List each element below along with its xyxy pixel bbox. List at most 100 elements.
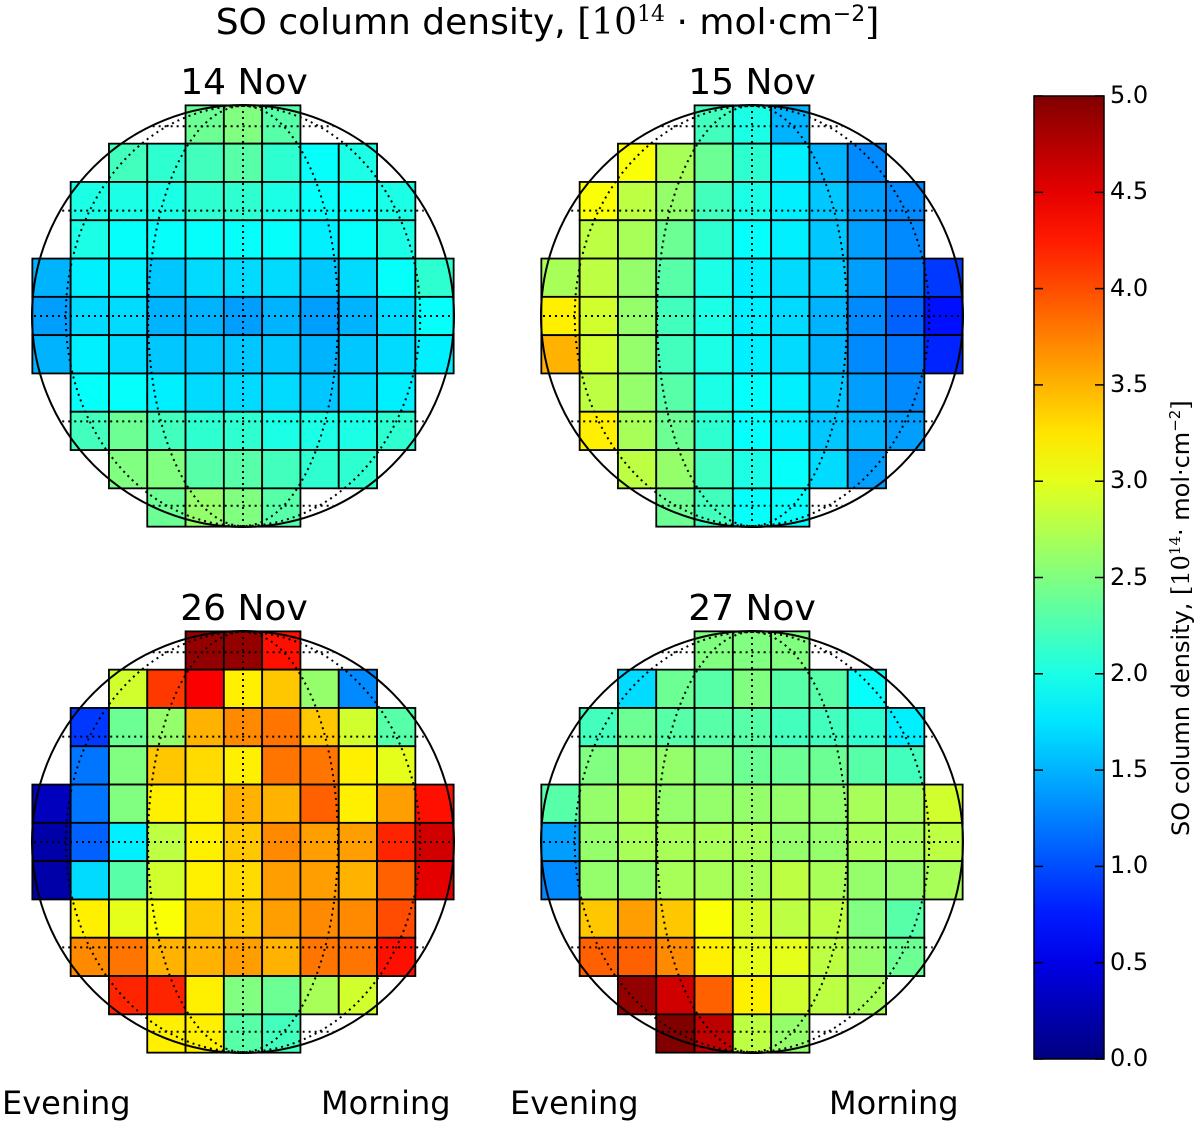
heatmap-cell <box>808 975 849 1016</box>
heatmap-cell <box>770 219 811 260</box>
heatmap-cell <box>885 219 926 260</box>
heatmap-cell <box>376 860 417 901</box>
heatmap-cell <box>617 821 658 863</box>
heatmap-cell <box>69 745 110 786</box>
heatmap-cell <box>617 668 658 709</box>
heatmap-cell <box>808 142 849 183</box>
heatmap-cell <box>578 783 619 824</box>
figure-title-units: [1014 <box>577 2 665 43</box>
heatmap-cell <box>846 707 887 748</box>
heatmap-cell <box>108 257 149 298</box>
heatmap-cell <box>617 860 658 901</box>
heatmap-cell <box>578 372 619 413</box>
heatmap-cell <box>261 181 302 222</box>
heatmap-cell <box>261 860 302 901</box>
colorbar-tick-label: 4.5 <box>1110 177 1149 206</box>
heatmap-cell <box>337 936 378 977</box>
heatmap-cell <box>885 783 926 824</box>
heatmap-cell <box>693 898 734 939</box>
heatmap-cell <box>846 860 887 901</box>
heatmap-cell <box>693 668 734 709</box>
heatmap-cell <box>693 334 734 375</box>
heatmap-cell <box>808 821 849 863</box>
heatmap-cell <box>770 898 811 939</box>
heatmap-cell <box>108 181 149 222</box>
heatmap-cell <box>617 219 658 260</box>
heatmap-cell <box>146 668 187 709</box>
units-open: [10 <box>577 2 638 43</box>
heatmap-cell <box>846 745 887 786</box>
heatmap-cell <box>617 410 658 451</box>
heatmap-cell <box>299 936 340 977</box>
heatmap-cell <box>299 334 340 375</box>
heatmap-cell <box>808 257 849 298</box>
heatmap-cell <box>414 860 455 901</box>
colorbar-tick-label: 0.5 <box>1110 947 1149 976</box>
heatmap-cell <box>770 449 811 490</box>
heatmap-cell <box>578 860 619 901</box>
heatmap-cell <box>108 936 149 977</box>
colorbar-tick-label: 3.0 <box>1110 466 1149 495</box>
heatmap-cell <box>770 257 811 298</box>
heatmap-cell <box>578 898 619 939</box>
heatmap-cell <box>184 142 225 183</box>
evening-label-right: Evening <box>510 1084 639 1122</box>
heatmap-cell <box>299 372 340 413</box>
heatmap-cell <box>69 783 110 824</box>
meridian-ellipse <box>64 105 422 527</box>
heatmap-cell <box>808 783 849 824</box>
colorbar-tick-label: 1.5 <box>1110 755 1149 784</box>
heatmap-cell <box>108 219 149 260</box>
heatmap-cell <box>376 219 417 260</box>
heatmap-cell <box>108 707 149 748</box>
heatmap-cell <box>337 783 378 824</box>
heatmap-cell <box>655 142 696 183</box>
heatmap-cell <box>885 181 926 222</box>
meridian-ellipse <box>573 631 931 1053</box>
colorbar-tick-label: 3.5 <box>1110 369 1149 398</box>
heatmap-cell <box>655 860 696 901</box>
heatmap-cell <box>885 860 926 901</box>
heatmap-cell <box>184 745 225 786</box>
colorbar-tick-label: 0.0 <box>1110 1044 1149 1072</box>
colorbar-label-text: SO column density, <box>1167 602 1195 836</box>
heatmap-cell <box>184 372 225 413</box>
heatmap-cell <box>337 745 378 786</box>
heatmap-panel <box>540 104 964 528</box>
heatmap-cell <box>693 257 734 298</box>
cbar-units-rest: · mol·cm <box>1167 431 1195 536</box>
heatmap-cell <box>693 860 734 901</box>
heatmap-cell <box>846 257 887 298</box>
heatmap-cell <box>846 410 887 451</box>
heatmap-cell <box>299 181 340 222</box>
heatmap-cell <box>261 334 302 375</box>
heatmap-cell <box>808 295 849 337</box>
heatmap-cell <box>146 410 187 451</box>
heatmap-cell <box>655 372 696 413</box>
heatmap-cell <box>108 860 149 901</box>
heatmap-cell <box>885 372 926 413</box>
heatmap-cell <box>299 257 340 298</box>
heatmap-cell <box>108 821 149 863</box>
heatmap-cell <box>146 334 187 375</box>
colorbar-label: SO column density, [1014· mol·cm−2] <box>1166 400 1195 836</box>
heatmap-cell <box>146 783 187 824</box>
heatmap-cell <box>617 449 658 490</box>
heatmap-cell <box>184 334 225 375</box>
heatmap-cell <box>655 668 696 709</box>
colorbar-gradient <box>1033 95 1105 1060</box>
heatmap-cell <box>808 181 849 222</box>
cbar-units-exponent-2: −2 <box>1166 409 1184 432</box>
heatmap-cell <box>146 707 187 748</box>
cbar-units-open: [10 <box>1167 555 1195 595</box>
heatmap-cell <box>146 449 187 490</box>
heatmap-cell <box>299 783 340 824</box>
heatmap-cell <box>655 334 696 375</box>
heatmap-cell <box>846 783 887 824</box>
cbar-units-exponent: 14 <box>1166 536 1184 556</box>
heatmap-cell <box>108 898 149 939</box>
colorbar-tick-label: 4.0 <box>1110 273 1149 302</box>
heatmap-cell <box>808 860 849 901</box>
heatmap-cell <box>808 410 849 451</box>
